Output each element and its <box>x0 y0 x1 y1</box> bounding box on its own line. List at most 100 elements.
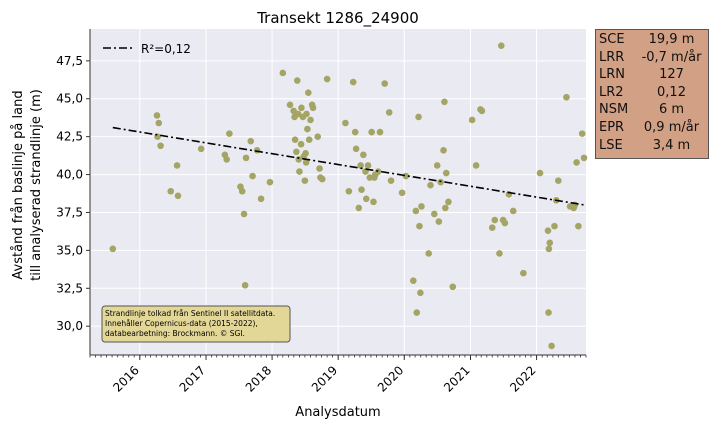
data-point <box>416 222 423 230</box>
data-point <box>349 78 357 86</box>
data-point <box>418 203 425 210</box>
data-point <box>370 198 377 206</box>
x-tick-label: 2019 <box>309 363 340 394</box>
data-point <box>238 187 246 195</box>
y-tick-label: 37,5 <box>56 205 83 219</box>
data-point <box>293 148 300 156</box>
data-point <box>425 250 432 257</box>
data-point <box>305 136 313 143</box>
data-point <box>266 178 274 186</box>
data-point <box>302 159 310 166</box>
data-point <box>197 145 205 153</box>
data-point <box>563 93 570 101</box>
stat-key: SCE <box>599 32 625 47</box>
y-tick-label: 30,0 <box>56 319 83 333</box>
source-note-box <box>101 305 291 343</box>
data-point <box>309 104 317 112</box>
x-axis: 2016 2017 2018 2019 2020 2021 2022 <box>89 354 587 395</box>
data-point <box>362 195 370 203</box>
data-point <box>345 187 353 195</box>
data-point <box>555 177 562 184</box>
data-point <box>247 137 255 145</box>
legend-label: R²=0,12 <box>141 42 191 56</box>
x-axis-label: Analysdatum <box>295 405 380 420</box>
y-tick-label: 32,5 <box>56 281 83 295</box>
legend: R²=0,12 <box>103 42 191 56</box>
data-point <box>441 98 448 106</box>
data-point <box>291 136 299 143</box>
data-point <box>173 162 181 169</box>
source-note-line1: Strandlinje tolkad från Sentinel II sate… <box>105 309 275 318</box>
chart-title: Transekt 1286_24900 <box>256 9 419 28</box>
data-point <box>157 142 164 150</box>
data-point <box>575 222 582 230</box>
data-point <box>545 309 552 316</box>
data-point <box>478 107 486 115</box>
data-point <box>415 113 422 121</box>
data-point <box>253 147 261 154</box>
data-point <box>294 110 302 118</box>
stat-row-lrn: LRN 127 <box>599 66 708 84</box>
data-point <box>520 269 527 277</box>
data-point <box>296 168 303 175</box>
data-point <box>580 154 588 162</box>
data-point <box>242 154 250 162</box>
data-point <box>279 69 287 77</box>
data-point <box>352 145 360 153</box>
y-axis-label-line1: Avstånd från baslinje på land <box>11 90 26 279</box>
data-point <box>257 195 265 203</box>
data-point <box>413 309 421 316</box>
data-point <box>410 277 417 285</box>
data-point <box>573 159 580 166</box>
data-point <box>286 101 294 109</box>
data-point <box>578 130 586 137</box>
stat-key: LRN <box>599 67 625 83</box>
stat-value: 3,4 m <box>652 137 691 153</box>
grid-lines <box>90 29 586 355</box>
data-point <box>546 239 554 247</box>
data-point <box>431 210 438 218</box>
stat-value: -0,7 m/år <box>641 49 702 65</box>
y-tick-label: 47,5 <box>56 54 83 68</box>
data-point <box>497 42 505 49</box>
data-point <box>488 224 496 231</box>
data-point <box>551 222 558 230</box>
data-point <box>545 245 553 253</box>
y-tick-label: 45,0 <box>56 92 83 106</box>
stat-row-epr: EPR 0,9 m/år <box>599 119 708 137</box>
data-point <box>351 128 359 136</box>
stat-row-sce: SCE 19,9 m <box>599 31 708 49</box>
stat-row-lse: LSE 3,4 m <box>599 137 708 155</box>
data-point <box>417 289 424 297</box>
y-tick-label: 42,5 <box>56 130 83 144</box>
data-point <box>496 250 503 257</box>
x-tick-label: 2022 <box>507 363 538 394</box>
y-tick-label: 40,0 <box>56 168 83 182</box>
data-point <box>223 156 230 163</box>
stat-value: 6 m <box>658 102 685 118</box>
x-tick-label: 2021 <box>441 363 472 394</box>
data-point <box>468 116 476 124</box>
stats-box: SCE 19,9 m LRR -0,7 m/år LRN 127 LR2 0,12 NS… <box>595 29 709 159</box>
data-point <box>304 125 311 133</box>
x-tick-label: 2020 <box>375 363 406 394</box>
data-point <box>360 151 367 159</box>
data-point <box>357 162 364 169</box>
data-point <box>358 186 365 194</box>
stat-key: LR2 <box>599 84 624 100</box>
data-point <box>297 140 305 148</box>
stat-row-lr2: LR2 0,12 <box>599 84 708 102</box>
stat-value: 19,9 m <box>648 32 695 47</box>
x-tick-label: 2018 <box>243 363 274 394</box>
data-point <box>153 112 161 119</box>
stat-key: NSM <box>599 102 629 118</box>
data-point <box>154 133 161 140</box>
data-point <box>381 80 389 87</box>
x-tick-label: 2016 <box>110 363 141 394</box>
data-point <box>376 128 384 136</box>
data-point <box>305 89 312 96</box>
data-point <box>293 77 301 84</box>
source-note-line2: Innehåller Copernicus-data (2015-2022), <box>105 319 258 328</box>
data-point <box>318 175 326 183</box>
data-point <box>314 133 322 140</box>
